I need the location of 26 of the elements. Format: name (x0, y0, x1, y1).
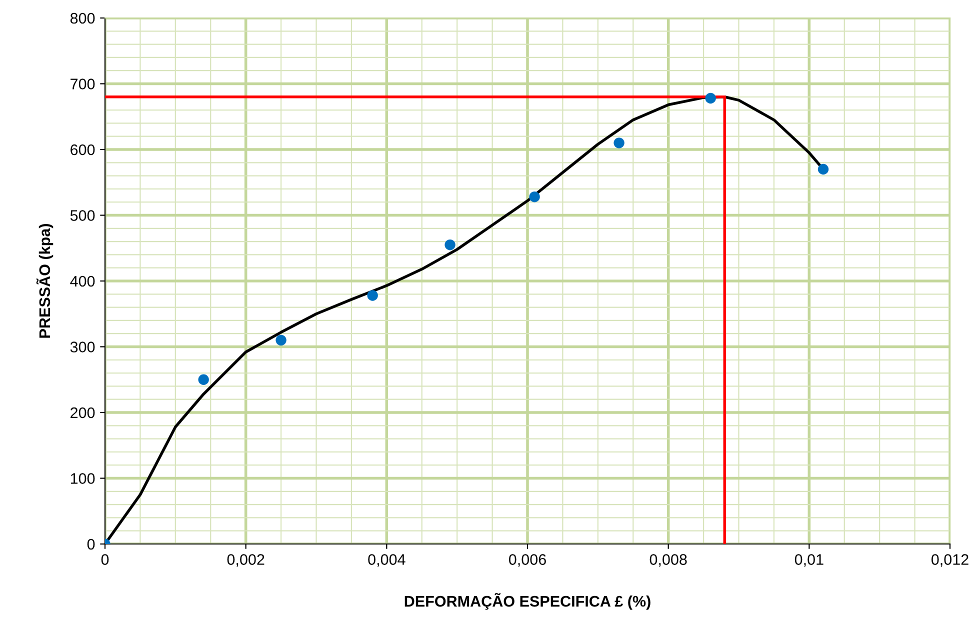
point (198, 374, 209, 385)
point (444, 239, 456, 250)
y-tick-label: 0 (87, 538, 95, 550)
y-tick-label: 600 (70, 144, 95, 156)
point (818, 164, 829, 175)
x-tick-label: 0 (101, 554, 109, 565)
y-tick-label: 700 (70, 78, 95, 90)
y-tick-label: 500 (70, 210, 95, 221)
y-axis-title: PRESSÃO (kpa) (36, 224, 54, 338)
y-tick-label: 800 (70, 12, 95, 24)
x-tick-label: 0,004 (368, 554, 406, 567)
x-tick-label: 0,012 (931, 554, 968, 567)
y-tick-label: 300 (70, 342, 95, 352)
y-tick-label: 100 (70, 473, 95, 484)
x-axis-title: DEFORMAÇÃO ESPECIFICA £ (%) (404, 592, 650, 610)
y-tick-label: 200 (70, 407, 95, 418)
point (367, 290, 378, 301)
x-tick-label: 0,002 (227, 554, 264, 567)
x-tick-label: 0,01 (794, 554, 824, 567)
x-tick-label: 0,008 (650, 554, 687, 567)
point (614, 138, 624, 148)
x-tick-label: 0,006 (508, 554, 546, 567)
point (529, 191, 540, 202)
point (705, 92, 716, 104)
y-tick-label: 400 (70, 276, 95, 287)
point (276, 334, 286, 346)
